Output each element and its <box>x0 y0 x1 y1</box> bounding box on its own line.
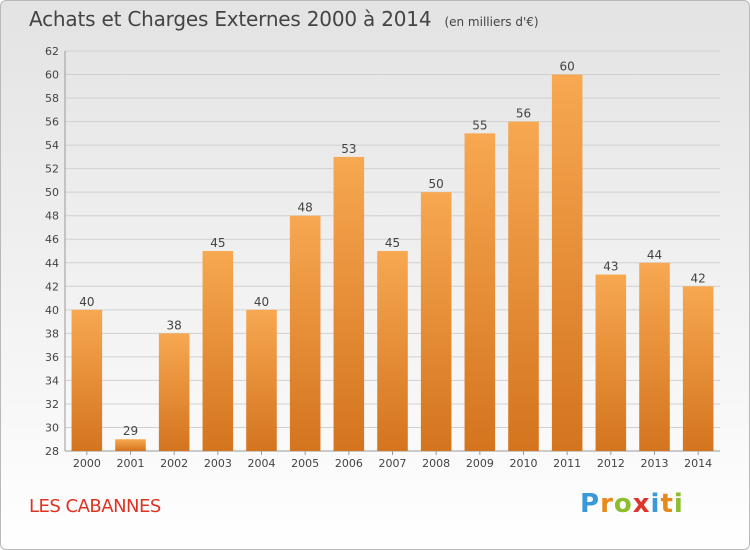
value-labels: 40 29 38 45 40 48 53 45 50 55 56 60 43 44 42 <box>79 60 706 439</box>
bar-2005 <box>289 215 321 451</box>
x-tick-label-2000: 2000 <box>73 457 101 470</box>
value-label-2009: 55 <box>472 118 487 132</box>
brand-letter: t <box>660 489 674 519</box>
x-tick-label-2007: 2007 <box>379 457 407 470</box>
y-tick-label: 40 <box>45 304 59 317</box>
value-label-2002: 38 <box>167 318 182 332</box>
bar-2011 <box>551 74 583 451</box>
commune-name: LES CABANNES <box>29 496 161 517</box>
y-tick-label: 58 <box>45 92 59 105</box>
value-label-2004: 40 <box>254 295 269 309</box>
x-tick-labels: 2000 2001 2002 2003 2004 2005 2006 2007 2008 2009… <box>73 457 712 470</box>
value-label-2008: 50 <box>429 177 444 191</box>
y-tick-label: 34 <box>45 374 59 387</box>
x-tick-label-2010: 2010 <box>510 457 538 470</box>
value-label-2000: 40 <box>79 295 94 309</box>
value-label-2010: 56 <box>516 107 531 121</box>
bar-2003 <box>202 251 234 451</box>
value-label-2013: 44 <box>647 248 662 262</box>
x-tick-label-2011: 2011 <box>553 457 581 470</box>
x-tick-label-2014: 2014 <box>684 457 712 470</box>
value-label-2001: 29 <box>123 424 138 438</box>
brand-logo: Proxiti <box>580 489 684 519</box>
y-tick-label: 52 <box>45 163 59 176</box>
y-tick-label: 44 <box>45 257 59 270</box>
y-tick-label: 46 <box>45 233 59 246</box>
x-tick-label-2009: 2009 <box>466 457 494 470</box>
x-tick-label-2003: 2003 <box>204 457 232 470</box>
bar-2000 <box>71 309 103 451</box>
brand-letter: o <box>613 489 633 519</box>
chart-title: Achats et Charges Externes 2000 à 2014 <box>29 7 432 31</box>
bars <box>71 74 714 452</box>
value-label-2007: 45 <box>385 236 400 250</box>
bar-2014 <box>682 286 714 451</box>
value-label-2003: 45 <box>210 236 225 250</box>
y-tick-label: 32 <box>45 398 59 411</box>
y-tick-label: 62 <box>45 45 59 58</box>
brand-letter: r <box>600 489 614 519</box>
bar-2007 <box>377 251 408 451</box>
value-label-2014: 42 <box>691 271 706 285</box>
value-label-2011: 60 <box>560 60 575 74</box>
brand-letter: i <box>650 489 661 519</box>
y-tick-label: 60 <box>45 69 59 82</box>
bar-2009 <box>464 133 496 451</box>
value-label-2006: 53 <box>341 142 356 156</box>
bar-2012 <box>595 274 627 451</box>
y-tick-label: 38 <box>45 327 59 340</box>
y-tick-label: 56 <box>45 116 59 129</box>
x-tick-label-2008: 2008 <box>422 457 450 470</box>
x-tick-label-2004: 2004 <box>248 457 276 470</box>
value-label-2005: 48 <box>298 201 313 215</box>
x-tick-label-2002: 2002 <box>160 457 188 470</box>
x-tick-label-2006: 2006 <box>335 457 363 470</box>
bar-2008 <box>420 192 452 452</box>
bar-2010 <box>508 121 539 452</box>
x-tick-label-2005: 2005 <box>291 457 319 470</box>
y-tick-labels: 28 30 32 34 36 38 40 42 44 46 48 50 52 54 56 58 60 62 <box>45 45 59 458</box>
y-tick-label: 42 <box>45 280 59 293</box>
brand-letter: i <box>673 489 684 519</box>
bar-2002 <box>158 333 190 451</box>
bar-2013 <box>639 262 670 451</box>
title-row: Achats et Charges Externes 2000 à 2014 (… <box>29 7 539 31</box>
brand-letter: P <box>580 489 601 519</box>
bar-2006 <box>333 156 365 451</box>
y-tick-label: 36 <box>45 351 59 364</box>
y-tick-label: 48 <box>45 210 59 223</box>
x-tick-label-2013: 2013 <box>641 457 669 470</box>
x-tick-label-2001: 2001 <box>117 457 145 470</box>
value-label-2012: 43 <box>603 260 618 274</box>
brand-letter: x <box>632 489 651 519</box>
y-tick-label: 54 <box>45 139 59 152</box>
y-tick-label: 50 <box>45 186 59 199</box>
bar-2001 <box>115 439 146 451</box>
bar-2004 <box>246 309 277 451</box>
x-tick-label-2012: 2012 <box>597 457 625 470</box>
y-tick-label: 30 <box>45 421 59 434</box>
y-tick-label: 28 <box>45 445 59 458</box>
chart-subtitle: (en milliers d'€) <box>444 15 539 29</box>
